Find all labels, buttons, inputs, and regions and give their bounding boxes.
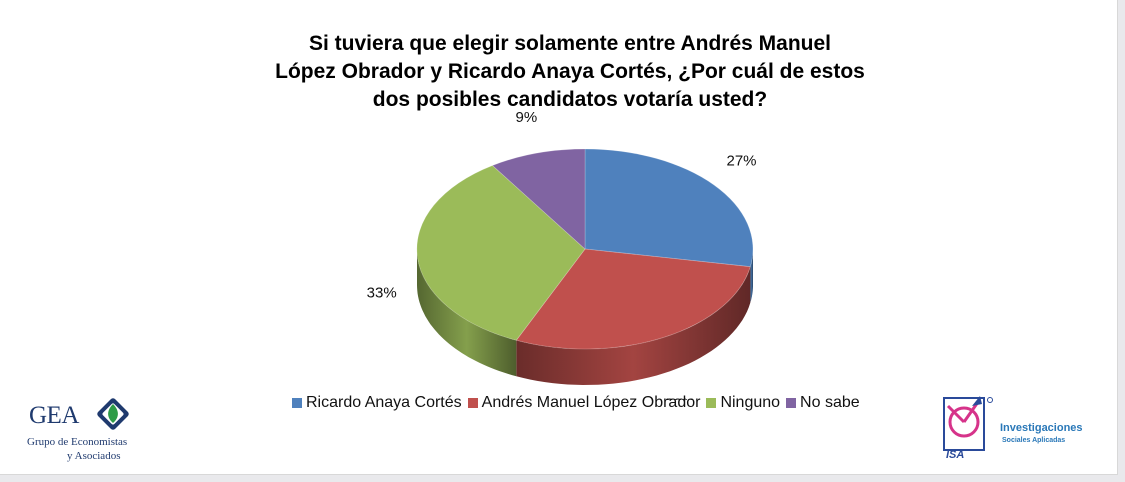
isa-logo-line-2: Sociales Aplicadas	[1002, 437, 1066, 444]
data-label-2: 28%	[665, 395, 695, 400]
legend-label: Andrés Manuel López Obrador	[481, 394, 701, 411]
isa-logo-line-1: Investigaciones	[1000, 422, 1083, 434]
pie-slice-side-1	[750, 249, 753, 303]
legend-item: Andrés Manuel López Obrador	[467, 394, 701, 412]
chart-title-line-3: dos posibles candidatos votaría usted?	[372, 88, 768, 111]
legend-item: No sabe	[786, 394, 860, 412]
chart-title-line-2: López Obrador y Ricardo Anaya Cortés, ¿P…	[275, 60, 865, 83]
data-label-1: 27%	[726, 153, 756, 170]
gea-logo-line-1: Grupo de Economistas	[27, 436, 128, 448]
legend-label: Ninguno	[720, 394, 781, 411]
pie-slice-side-2	[516, 266, 751, 385]
slide: Si tuviera que elegir solamente entre An…	[0, 0, 1118, 475]
legend-label: No sabe	[800, 394, 860, 411]
pie-slice-1	[584, 148, 754, 268]
legend-item: Ninguno	[706, 394, 780, 412]
pie-chart: 27% 28% 33% 9%	[367, 109, 757, 400]
legend-swatch	[292, 398, 302, 408]
legend-swatch	[786, 398, 797, 408]
legend-label: Ricardo Anaya Cortés	[306, 394, 462, 411]
isa-target-icon: ISA	[943, 396, 993, 460]
gea-logo-word: GEA	[29, 402, 79, 429]
chart-title: Si tuviera que elegir solamente entre An…	[250, 30, 890, 114]
data-label-3: 33%	[367, 285, 397, 302]
gea-diamond-icon	[97, 398, 129, 430]
pie-slice-2	[515, 248, 751, 350]
pie-slice-side-3	[417, 249, 517, 377]
isa-logo: ISA Investigaciones Sociales Aplicadas	[938, 392, 1088, 462]
pie-slice-4	[491, 148, 586, 250]
gea-logo-line-2: y Asociados	[67, 450, 121, 462]
chart-title-line-1: Si tuviera que elegir solamente entre An…	[308, 32, 832, 55]
chart-legend: Ricardo Anaya Cortés Andrés Manuel López …	[292, 394, 866, 412]
pie-slice-3	[416, 165, 586, 341]
data-label-4: 9%	[516, 109, 538, 126]
legend-swatch	[467, 398, 478, 408]
legend-item: Ricardo Anaya Cortés	[292, 394, 462, 412]
isa-mark-text: ISA	[946, 449, 964, 460]
legend-swatch	[706, 398, 717, 408]
gea-logo: GEA Grupo de Economistas y Asociados	[27, 396, 147, 466]
